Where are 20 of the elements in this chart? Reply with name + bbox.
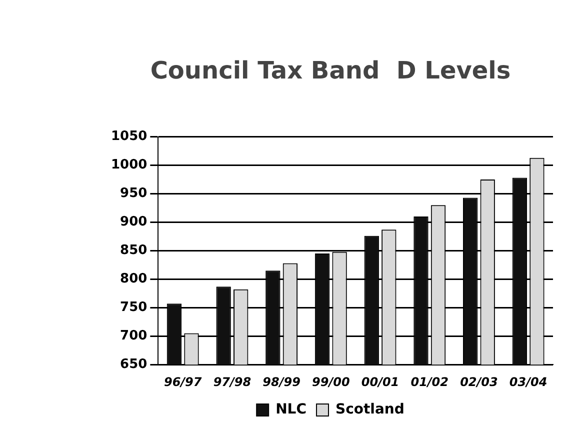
y-tick-label: 950 <box>120 186 148 202</box>
x-tick-label: 02/03 <box>460 374 498 389</box>
x-tick-label: 00/01 <box>361 374 400 389</box>
y-tick-label: 1000 <box>110 158 148 173</box>
y-tick-label: 800 <box>120 272 148 287</box>
y-tick-label: 650 <box>120 356 148 372</box>
chart-title: Council Tax Band D Levels <box>150 56 511 85</box>
x-tick-label: 99/00 <box>312 374 350 389</box>
x-tick-label: 97/98 <box>213 374 252 389</box>
x-tick-label: 03/04 <box>509 374 548 389</box>
legend-label: NLC <box>276 402 306 418</box>
y-tick-label: 850 <box>120 243 148 258</box>
y-tick-label: 700 <box>120 328 148 344</box>
y-tick-label: 750 <box>120 300 148 316</box>
y-tick-label: 900 <box>120 214 148 230</box>
x-tick-label: 96/97 <box>164 374 202 389</box>
legend-label: Scotland <box>335 402 404 418</box>
x-tick-label: 98/99 <box>262 374 300 389</box>
y-tick-label: 1050 <box>110 129 148 144</box>
x-tick-label: 01/02 <box>410 374 449 389</box>
